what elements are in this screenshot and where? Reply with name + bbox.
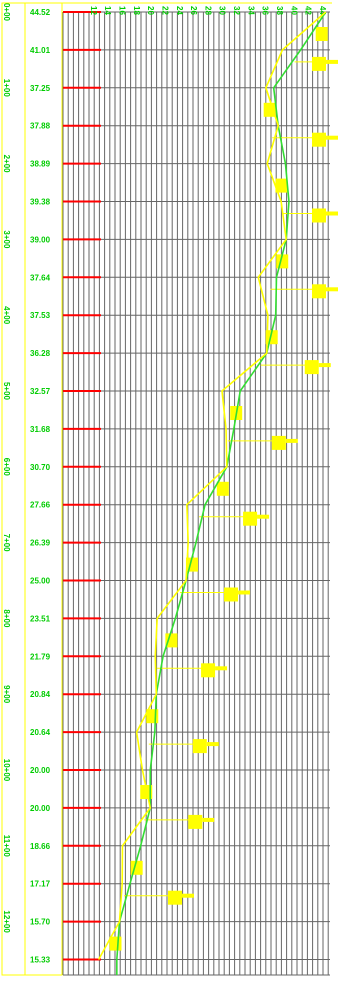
station-label: 10+00	[2, 759, 11, 782]
callout-tab	[318, 363, 331, 368]
station-label: 4+00	[2, 306, 11, 325]
elevation-tick-label: 28	[203, 6, 212, 15]
callout-marker	[243, 511, 258, 526]
elevation-value: 20.64	[30, 728, 51, 737]
elevation-tick-label: 38	[275, 6, 284, 15]
elevation-tick-label: 26	[189, 6, 198, 15]
elevation-value: 41.01	[30, 46, 51, 55]
elevation-value: 37.25	[30, 84, 51, 93]
elevation-value: 37.53	[30, 311, 51, 320]
elevation-grid	[62, 11, 330, 976]
elevation-value: 39.38	[30, 198, 51, 207]
station-marker	[315, 27, 328, 41]
elevation-value: 31.68	[30, 425, 51, 434]
elevation-value: 18.66	[30, 842, 51, 851]
elevation-value: 15.70	[30, 918, 51, 927]
callout-marker	[224, 587, 239, 602]
elevation-tick-label: 22	[160, 6, 169, 15]
callout-marker	[201, 663, 216, 678]
elevation-value: 37.64	[30, 273, 51, 282]
elevation-tick-label: 34	[246, 6, 255, 15]
station-label: 5+00	[2, 382, 11, 401]
station-label: 9+00	[2, 685, 11, 704]
elevation-value: 44.52	[30, 8, 51, 17]
station-frame	[1, 2, 332, 976]
elevation-tick-label: 20	[146, 6, 155, 15]
elevation-tick-label: 32	[232, 6, 241, 15]
callout-marker	[304, 360, 319, 375]
callout-marker	[312, 284, 326, 299]
station-label: 2+00	[2, 155, 11, 174]
elevation-value: 36.28	[30, 349, 51, 358]
callout-marker	[312, 132, 326, 147]
callout-marker	[312, 56, 326, 71]
callout-tab	[181, 893, 194, 898]
station-label: 1+00	[2, 79, 11, 98]
elevation-tick-label: 40	[289, 6, 298, 15]
station-marker	[275, 178, 288, 193]
callout-tab	[285, 438, 298, 443]
callout-tab	[202, 817, 215, 822]
station-label: 3+00	[2, 230, 11, 249]
elevation-value: 26.39	[30, 539, 51, 548]
elevation-value: 15.33	[30, 956, 51, 965]
frame-box	[1, 2, 63, 976]
callout-tab	[326, 135, 338, 140]
elevation-tick-label: 42	[304, 6, 313, 15]
callout-tab	[206, 742, 219, 747]
elevation-tick-label: 14	[103, 6, 112, 15]
station-marker	[216, 481, 229, 496]
elevation-tick-label: 24	[175, 6, 184, 15]
elevation-value: 32.57	[30, 387, 51, 396]
callout-tab	[238, 590, 251, 595]
elevation-value: 21.79	[30, 652, 51, 661]
elevation-tick-label: 16	[118, 6, 127, 15]
elevation-tick-label: 44	[318, 6, 327, 15]
elevation-value: 23.51	[30, 614, 51, 623]
elevation-value: 37.88	[30, 122, 51, 131]
callout-markers	[109, 27, 338, 951]
elevation-value: 27.66	[30, 501, 51, 510]
elevation-tick-labels: 12 14 16 18 20 22 24 26 28 30 32 34 36 38 40 42 44	[89, 6, 327, 15]
callout-marker	[167, 890, 182, 905]
elevation-value: 20.00	[30, 766, 51, 775]
station-label: 8+00	[2, 609, 11, 628]
station-label: 6+00	[2, 458, 11, 477]
callout-marker	[188, 814, 203, 829]
callout-marker	[271, 435, 286, 450]
station-labels: 0+00 1+00 2+00 3+00 4+00 5+00 6+00 7+00 8+00 9+00…	[2, 3, 11, 933]
callout-marker	[312, 208, 326, 223]
elevation-values: 44.52 41.01 37.25 37.88 38.89 39.38 39.00 37.64…	[30, 8, 51, 965]
elevation-value: 39.00	[30, 235, 51, 244]
callout-marker	[192, 739, 207, 754]
elevation-tick-label: 30	[218, 6, 227, 15]
callout-tab	[215, 666, 228, 671]
station-marker	[165, 633, 178, 648]
elevation-value: 20.00	[30, 804, 51, 813]
ground-profile-line	[116, 11, 327, 975]
callout-tab	[326, 59, 338, 64]
station-label: 7+00	[2, 534, 11, 553]
station-marker	[265, 330, 278, 345]
design-profile-line	[97, 11, 327, 960]
callout-tab	[326, 211, 338, 216]
station-label: 11+00	[2, 835, 11, 858]
elevation-tick-label: 18	[132, 6, 141, 15]
station-label: 0+00	[2, 3, 11, 22]
elevation-value: 38.89	[30, 160, 51, 169]
elevation-tick-label: 36	[261, 6, 270, 15]
elevation-value: 25.00	[30, 577, 51, 586]
elevation-value: 20.84	[30, 690, 51, 699]
callout-tab	[257, 514, 270, 519]
elevation-value: 30.70	[30, 463, 51, 472]
station-marker	[109, 936, 122, 951]
callout-tab	[326, 287, 338, 292]
elevation-value: 17.17	[30, 880, 51, 889]
station-label: 12+00	[2, 910, 11, 933]
elevation-tick-label: 12	[89, 6, 98, 15]
